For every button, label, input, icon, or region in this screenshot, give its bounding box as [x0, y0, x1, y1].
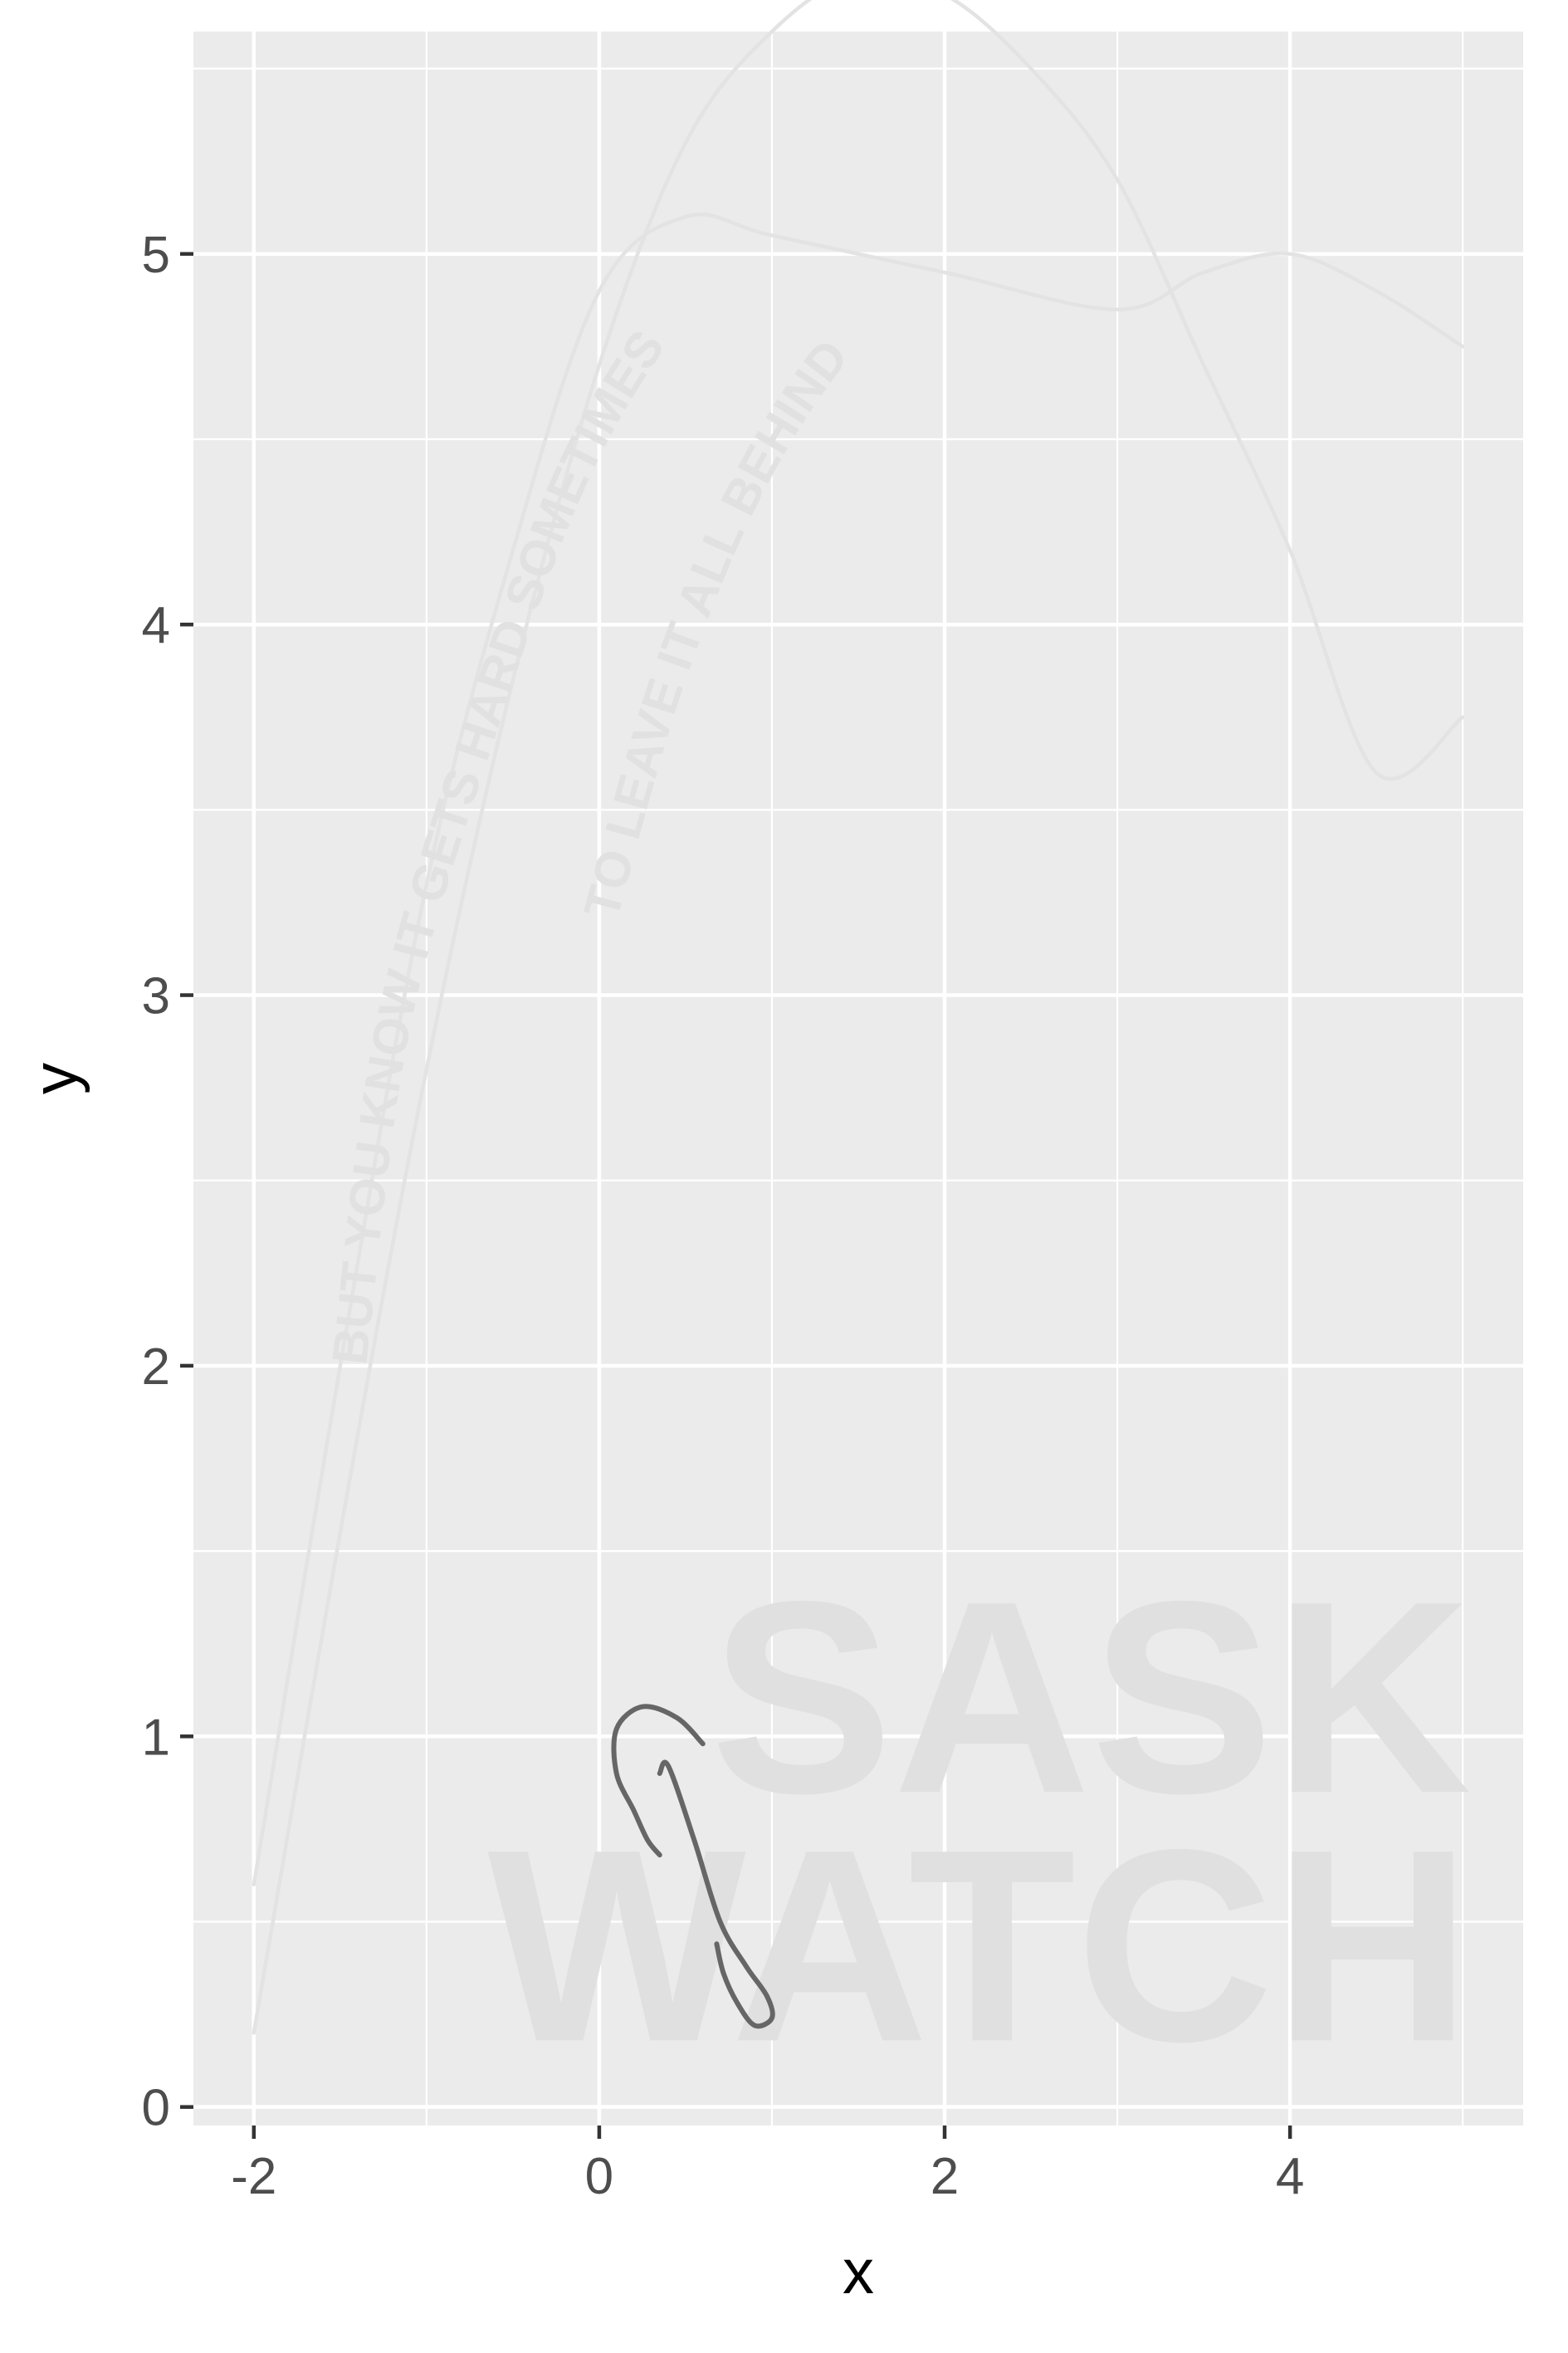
- y-tick-label: 3: [142, 968, 170, 1025]
- y-axis: 0 1 2 3 4 5: [142, 227, 193, 2137]
- y-tick-label: 2: [142, 1338, 170, 1396]
- grid-major: [193, 32, 1523, 2126]
- series-line: [611, 1704, 706, 1858]
- x-tick-label: 2: [931, 2148, 959, 2205]
- watermark-line: SASK: [711, 1543, 1472, 1850]
- y-tick-label: 0: [142, 2080, 170, 2137]
- series-line: [252, 212, 1465, 1887]
- x-axis: -2 0 2 4: [231, 2126, 1304, 2205]
- series-lines: [252, 0, 1465, 2035]
- series-line: [252, 0, 1465, 2035]
- x-tick-label: 4: [1276, 2148, 1304, 2205]
- plot-panel: [193, 32, 1523, 2126]
- x-tick-label: -2: [231, 2148, 276, 2205]
- watermark-line: WATCH: [487, 1792, 1471, 2098]
- y-tick-label: 1: [142, 1709, 170, 1766]
- grid-minor: [193, 32, 1523, 2126]
- x-axis-title: x: [843, 2237, 874, 2307]
- y-axis-title: y: [20, 1063, 90, 1094]
- x-tick-label: 0: [585, 2148, 613, 2205]
- series-line: [657, 1759, 775, 2029]
- y-tick-label: 5: [142, 227, 170, 284]
- y-tick-label: 4: [142, 597, 170, 654]
